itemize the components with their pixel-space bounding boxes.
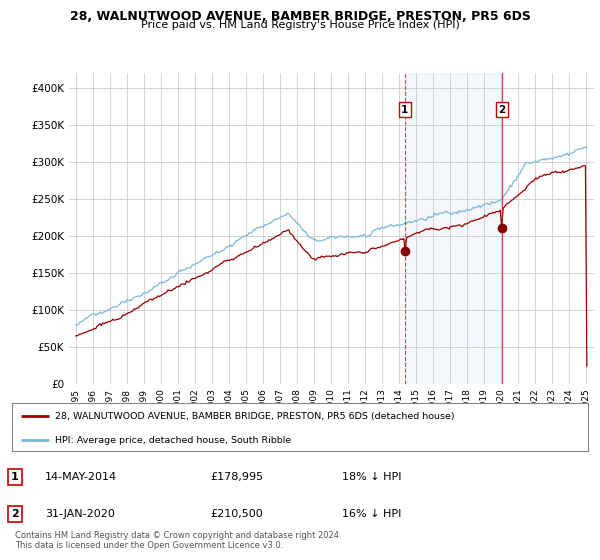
Text: 28, WALNUTWOOD AVENUE, BAMBER BRIDGE, PRESTON, PR5 6DS (detached house): 28, WALNUTWOOD AVENUE, BAMBER BRIDGE, PR… <box>55 412 455 421</box>
Text: 31-JAN-2020: 31-JAN-2020 <box>45 509 115 519</box>
Text: £210,500: £210,500 <box>210 509 263 519</box>
Text: Price paid vs. HM Land Registry's House Price Index (HPI): Price paid vs. HM Land Registry's House … <box>140 20 460 30</box>
Text: £178,995: £178,995 <box>210 472 263 482</box>
Text: 18% ↓ HPI: 18% ↓ HPI <box>342 472 401 482</box>
Text: 28, WALNUTWOOD AVENUE, BAMBER BRIDGE, PRESTON, PR5 6DS: 28, WALNUTWOOD AVENUE, BAMBER BRIDGE, PR… <box>70 10 530 23</box>
Text: 1: 1 <box>11 472 19 482</box>
Bar <box>405 73 502 384</box>
Text: 2: 2 <box>11 509 19 519</box>
Text: 14-MAY-2014: 14-MAY-2014 <box>45 472 117 482</box>
Text: Contains HM Land Registry data © Crown copyright and database right 2024.
This d: Contains HM Land Registry data © Crown c… <box>15 530 341 550</box>
Text: 1: 1 <box>401 105 409 115</box>
Text: HPI: Average price, detached house, South Ribble: HPI: Average price, detached house, Sout… <box>55 436 292 445</box>
Text: 2: 2 <box>498 105 506 115</box>
Text: 16% ↓ HPI: 16% ↓ HPI <box>342 509 401 519</box>
